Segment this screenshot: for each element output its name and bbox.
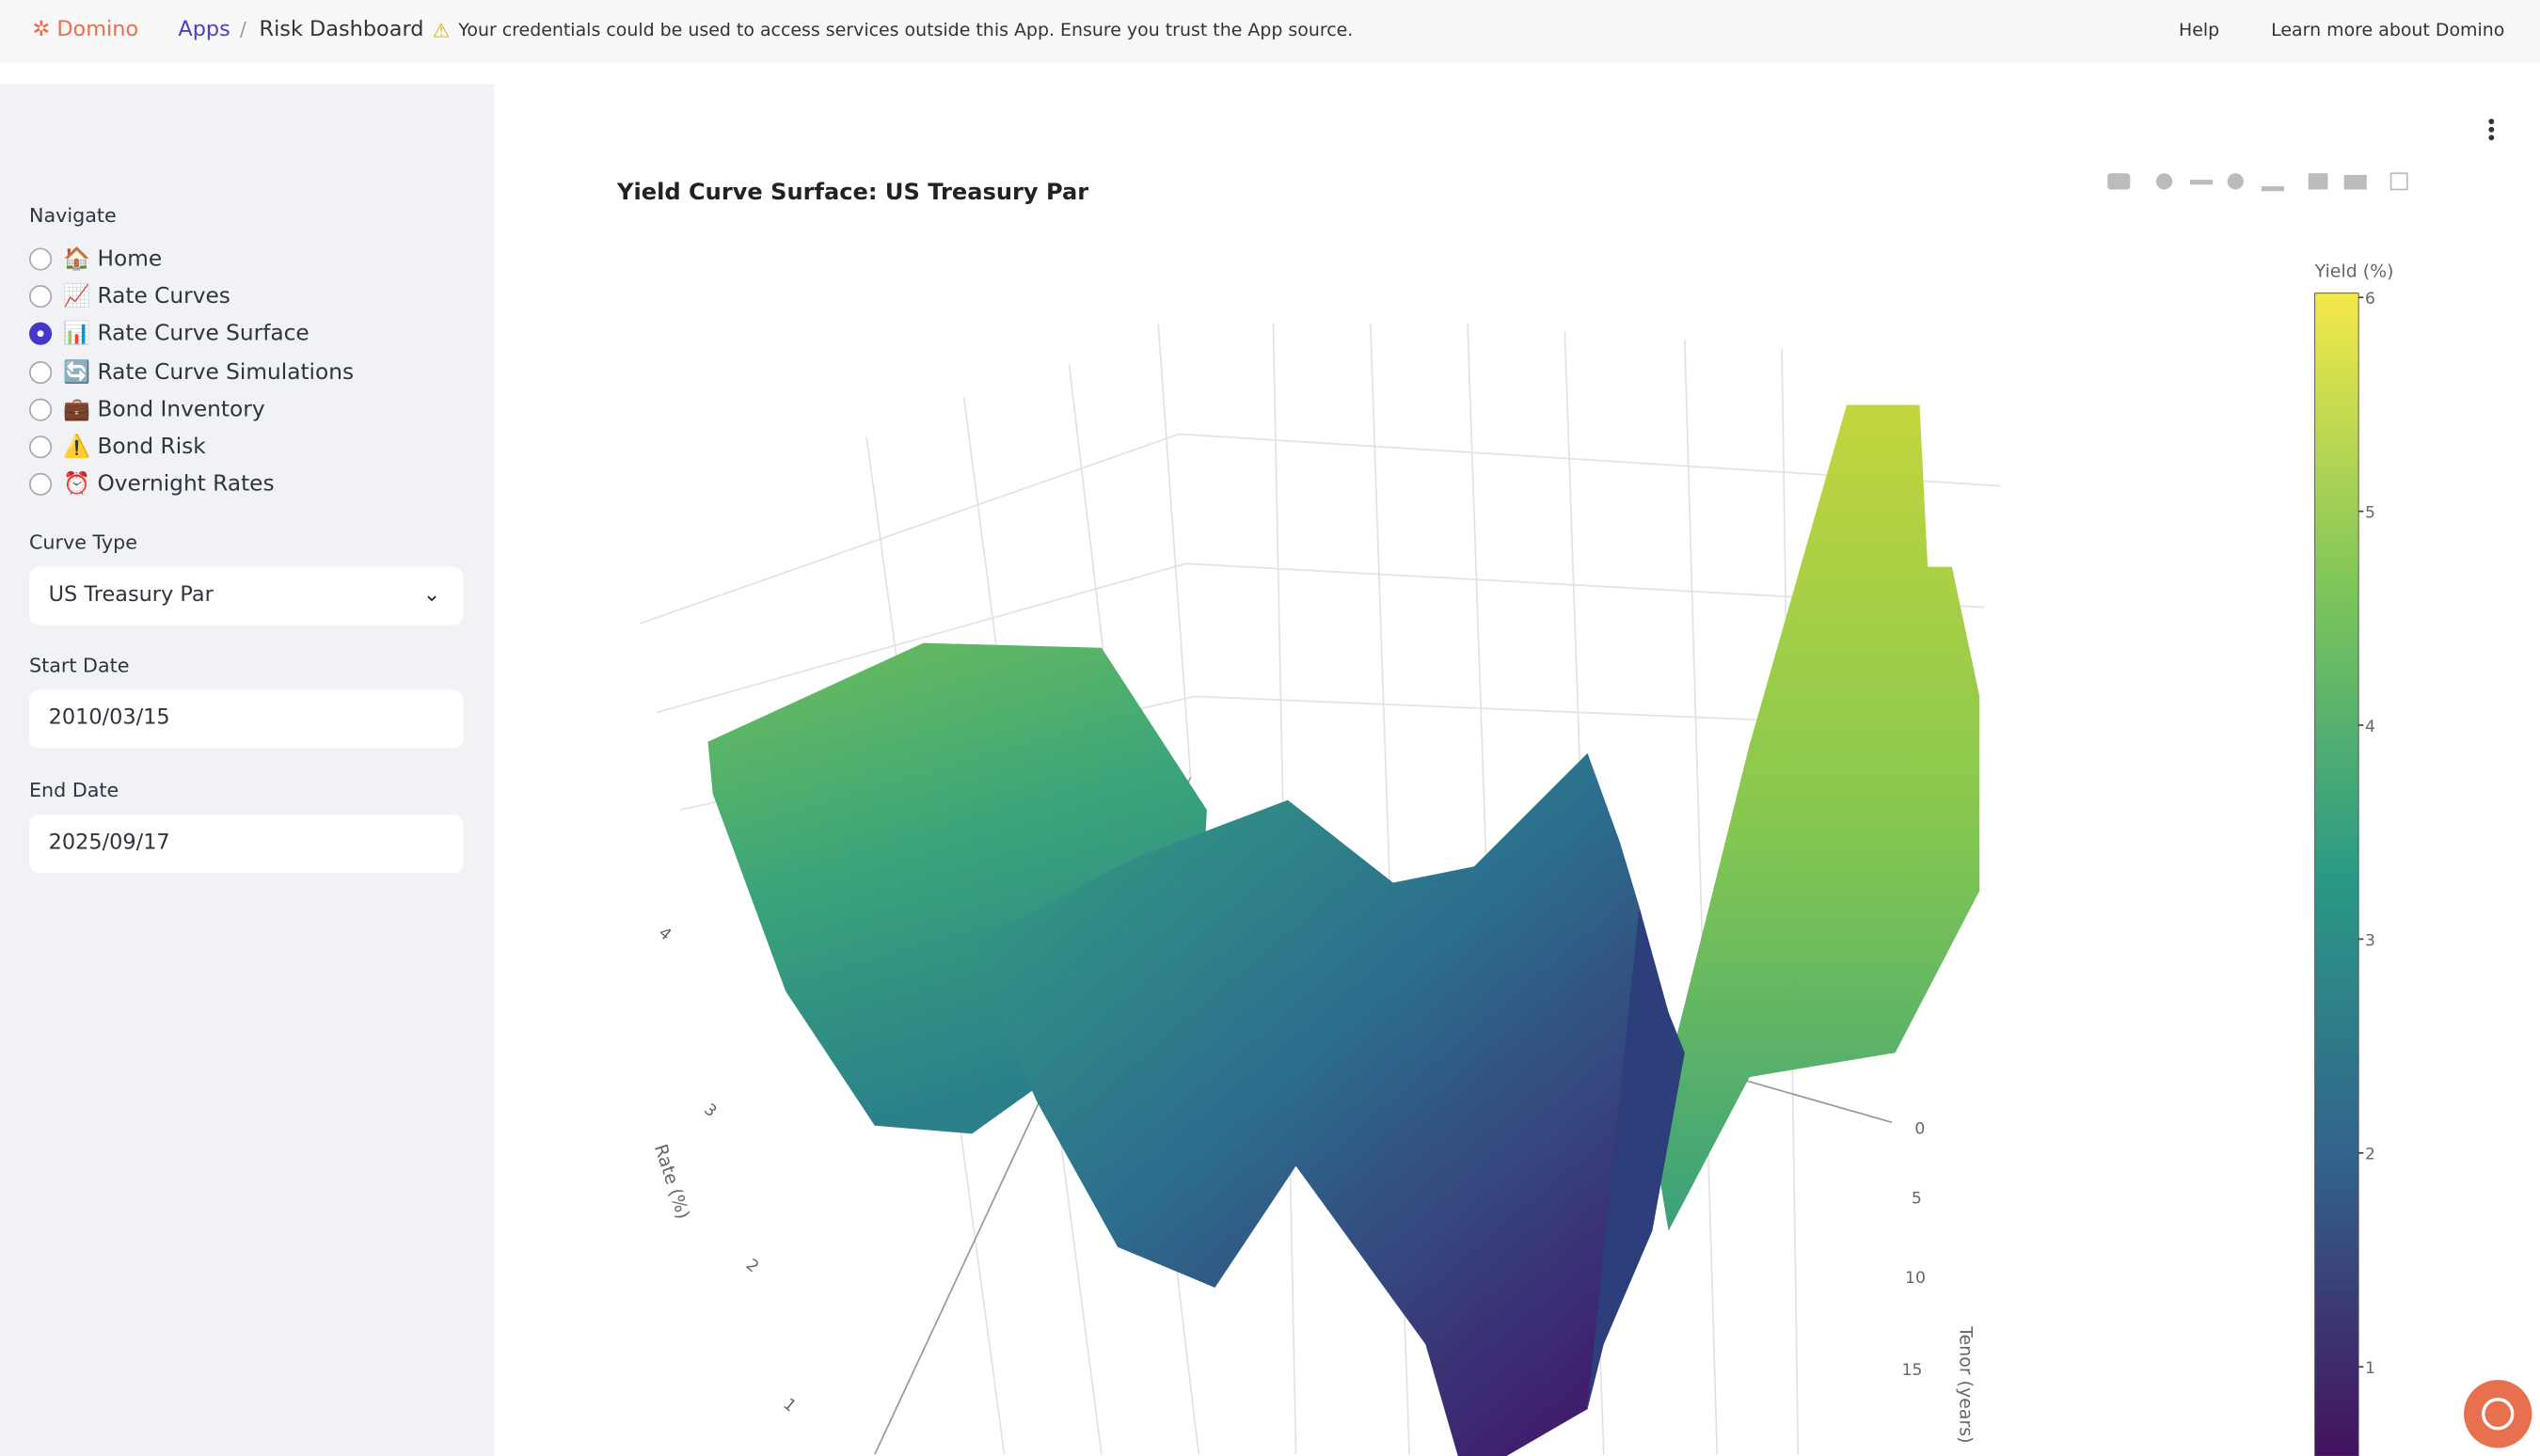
tool-icon[interactable] [2107, 173, 2131, 190]
radio[interactable] [28, 435, 53, 459]
nav-item[interactable]: 💼 Bond Inventory [28, 393, 265, 425]
label: Navigate [28, 203, 117, 228]
nav-item[interactable]: ⏰ Overnight Rates [28, 468, 275, 500]
radio[interactable] [28, 323, 53, 346]
rate-tick-label: 2 [742, 1256, 762, 1276]
nav-label[interactable]: 🔄 Rate Curve Simulations [63, 358, 355, 386]
date-input[interactable]: 2025/09/17 [28, 815, 464, 874]
tool-icon[interactable] [2155, 173, 2173, 190]
nav-label[interactable]: 📊 Rate Curve Surface [63, 321, 310, 348]
nav-label[interactable]: ⚠️ Bond Risk [63, 434, 206, 461]
sidebar [0, 84, 495, 1456]
colorbar-tick-label: 3 [2365, 931, 2375, 950]
tool-icon[interactable] [2227, 173, 2244, 190]
chevron[interactable]: ⌄ [422, 582, 441, 608]
toolbar [2107, 172, 2408, 192]
label: End Date [28, 779, 119, 802]
label: Curve Type [28, 530, 137, 554]
link[interactable]: Help [2179, 19, 2220, 41]
radio[interactable] [28, 285, 53, 309]
tool-icon[interactable] [2343, 174, 2367, 190]
select-value[interactable]: US Treasury Par [48, 582, 214, 608]
tool-icon[interactable] [2308, 173, 2328, 190]
tool-icon[interactable] [2389, 172, 2408, 191]
nav-item[interactable]: 🏠 Home [28, 243, 163, 275]
nav-item[interactable]: 📊 Rate Curve Surface [28, 318, 310, 350]
colorbar-tick-label: 4 [2365, 718, 2375, 736]
nav-label[interactable]: ⏰ Overnight Rates [63, 471, 275, 498]
select[interactable]: US Treasury Par ⌄ [28, 566, 464, 625]
tenor-tick-label: 0 [1914, 1119, 1925, 1138]
colorbar-title: Yield (%) [2314, 261, 2394, 281]
chart-title: Yield Curve Surface: US Treasury Par [616, 179, 1088, 205]
rate-axis-title: Rate (%) [650, 1142, 693, 1222]
warning-icon: ⚠ [432, 19, 451, 42]
radio[interactable] [28, 360, 53, 384]
tenor-axis-title: Tenor (years) [1956, 1325, 1976, 1443]
label: Start Date [28, 654, 130, 677]
rate-tick-label: 4 [655, 924, 675, 944]
breadcrumb[interactable]: Apps [178, 17, 230, 42]
nav-item[interactable]: 📈 Rate Curves [28, 280, 230, 312]
rate-tick-label: 3 [700, 1100, 720, 1121]
nav-label[interactable]: 💼 Bond Inventory [63, 396, 265, 423]
rate-tick-label: 1 [779, 1395, 799, 1416]
colorbar [2314, 293, 2359, 1456]
colorbar-tick-label: 5 [2365, 504, 2375, 523]
colorbar-tick-label: 1 [2365, 1359, 2375, 1378]
nav-label[interactable]: 📈 Rate Curves [63, 283, 230, 310]
menu[interactable] [2488, 119, 2495, 141]
tool-icon[interactable] [2261, 186, 2284, 192]
breadcrumb: Risk Dashboard [259, 17, 424, 42]
nav-label[interactable]: 🏠 Home [63, 245, 163, 273]
tenor-tick-label: 15 [1902, 1361, 1923, 1380]
brand[interactable]: ✲ Domino [32, 17, 139, 42]
radio[interactable] [28, 398, 53, 421]
colorbar-tick-label: 2 [2365, 1146, 2375, 1164]
surface [707, 404, 1980, 1456]
colorbar-tick-label: 6 [2365, 290, 2375, 309]
nav-item[interactable]: 🔄 Rate Curve Simulations [28, 356, 355, 388]
radio[interactable] [28, 473, 53, 497]
fab[interactable] [2464, 1380, 2532, 1448]
link[interactable]: Learn more about Domino [2271, 19, 2505, 41]
date-input[interactable]: 2010/03/15 [28, 689, 464, 749]
tenor-tick-label: 5 [1912, 1189, 1922, 1208]
separator: / [239, 17, 246, 41]
tenor-tick-label: 10 [1905, 1269, 1926, 1288]
warning: Your credentials could be used to access… [458, 19, 1354, 41]
radio[interactable] [28, 247, 53, 271]
brand-text[interactable]: Domino [56, 17, 139, 42]
header: ✲ Domino Apps / Risk Dashboard ⚠ Your cr… [0, 0, 2540, 64]
tool-icon[interactable] [2190, 180, 2214, 185]
nav-item[interactable]: ⚠️ Bond Risk [28, 431, 206, 463]
